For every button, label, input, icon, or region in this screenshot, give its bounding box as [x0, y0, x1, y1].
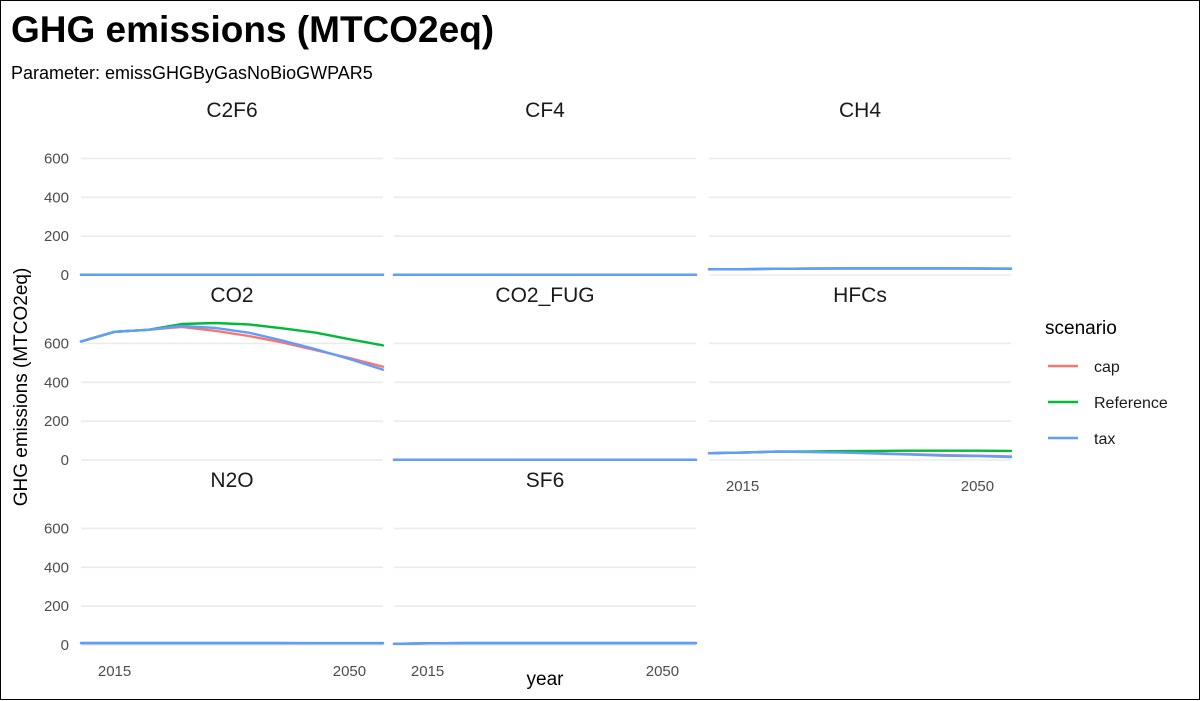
- y-tick-label: 0: [61, 267, 69, 284]
- x-axis-title: year: [527, 669, 565, 690]
- facet-panel-hfcs: HFCs 2015 2050: [709, 284, 1011, 495]
- x-tick-label: 2050: [961, 478, 994, 495]
- y-tick-label: 200: [44, 598, 69, 615]
- chart-subtitle: Parameter: emissGHGByGasNoBioGWPAR5: [11, 63, 373, 83]
- legend-label: Reference: [1094, 395, 1168, 412]
- chart-title: GHG emissions (MTCO2eq): [11, 9, 494, 50]
- y-tick-label: 0: [61, 452, 69, 469]
- y-tick-label: 0: [61, 637, 69, 654]
- y-tick-label: 600: [44, 520, 69, 537]
- facet-panel-co2-fug: CO2_FUG: [394, 284, 696, 460]
- legend-item-reference: Reference: [1048, 395, 1168, 412]
- x-tick-label: 2015: [98, 663, 131, 680]
- legend-label: tax: [1094, 431, 1115, 448]
- series-line-tax: [394, 643, 696, 644]
- y-tick-label: 200: [44, 413, 69, 430]
- legend-item-tax: tax: [1048, 431, 1115, 448]
- legend-label: cap: [1094, 359, 1120, 376]
- x-tick-label: 2050: [646, 663, 679, 680]
- facet-strip-label: CO2_FUG: [495, 284, 594, 307]
- y-tick-label: 600: [44, 150, 69, 167]
- series-line-cap: [81, 327, 383, 367]
- facet-strip-label: SF6: [526, 469, 565, 492]
- facet-panel-n2o: N2O 0 200 400 600 2015 2050: [44, 469, 383, 680]
- facet-strip-label: N2O: [210, 469, 253, 492]
- facet-strip-label: CO2: [210, 284, 253, 307]
- facet-panel-sf6: SF6 2015 2050: [394, 469, 696, 680]
- facet-strip-label: HFCs: [833, 284, 887, 307]
- y-tick-label: 600: [44, 335, 69, 352]
- x-tick-label: 2015: [726, 478, 759, 495]
- x-tick-label: 2015: [411, 663, 444, 680]
- facet-panel-co2: CO2 0 200 400 600: [44, 284, 383, 469]
- facet-panels: C2F6 0 200 400 600 CF4 CH4 CO2 0 200 400 600 CO2_FUG…: [44, 99, 1011, 680]
- legend-item-cap: cap: [1048, 359, 1120, 376]
- x-tick-label: 2050: [333, 663, 366, 680]
- facet-strip-label: C2F6: [206, 99, 257, 122]
- facet-strip-label: CF4: [525, 99, 565, 122]
- y-axis-title: GHG emissions (MTCO2eq): [11, 268, 32, 507]
- facet-panel-cf4: CF4: [394, 99, 696, 275]
- y-tick-label: 400: [44, 374, 69, 391]
- y-tick-label: 200: [44, 228, 69, 245]
- facet-panel-c2f6: C2F6 0 200 400 600: [44, 99, 383, 284]
- y-tick-label: 400: [44, 189, 69, 206]
- y-tick-label: 400: [44, 559, 69, 576]
- facet-panel-ch4: CH4: [709, 99, 1011, 275]
- series-line-tax: [709, 268, 1011, 269]
- legend: scenario cap Reference tax: [1045, 318, 1168, 448]
- facet-strip-label: CH4: [839, 99, 881, 122]
- legend-title: scenario: [1045, 318, 1117, 339]
